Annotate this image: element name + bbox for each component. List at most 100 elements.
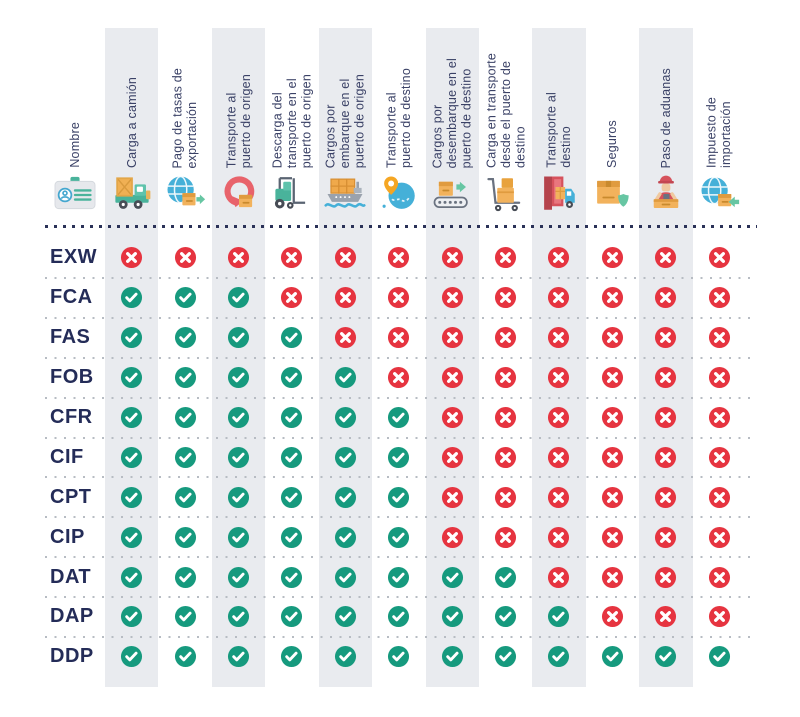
cross-icon [212, 246, 265, 269]
cross-icon [265, 286, 318, 309]
column-header-nombre: Nombre [45, 0, 105, 228]
column-label: Descarga del transporte en el puerto de … [270, 73, 314, 168]
cargo-ship-icon [324, 173, 366, 215]
cross-icon [319, 246, 372, 269]
cross-icon [692, 406, 745, 429]
row-label: CIF [50, 445, 84, 468]
cross-icon [586, 326, 639, 349]
cross-icon [692, 326, 745, 349]
circular-arrow-icon [218, 173, 260, 215]
check-icon [158, 605, 211, 628]
check-icon [212, 566, 265, 589]
row-label: DAT [50, 565, 92, 588]
check-icon [105, 326, 158, 349]
row-divider [45, 476, 757, 479]
cross-icon [532, 286, 585, 309]
cross-icon [639, 486, 692, 509]
check-icon [372, 645, 425, 668]
cross-icon [479, 326, 532, 349]
check-icon [479, 605, 532, 628]
column-label: Carga a camión [124, 76, 139, 168]
id-card-icon [51, 175, 99, 215]
cross-icon [639, 366, 692, 389]
cross-icon [692, 446, 745, 469]
column-label: Paso de aduanas [658, 67, 673, 168]
cross-icon [105, 246, 158, 269]
check-icon [212, 645, 265, 668]
table-row-dat: DAT [45, 557, 746, 597]
cross-icon [479, 406, 532, 429]
column-label: Transporte al puerto de destino [384, 67, 413, 168]
check-icon [212, 446, 265, 469]
row-label: CIP [50, 525, 85, 548]
row-label: EXW [50, 246, 98, 269]
check-icon [158, 406, 211, 429]
column-header-5: Cargos por embarque en el puerto de orig… [319, 0, 372, 228]
column-header-10: Seguros [586, 0, 639, 228]
table-row-cfr: CFR [45, 398, 746, 438]
check-icon [319, 645, 372, 668]
row-label: FCA [50, 286, 93, 309]
check-icon [105, 446, 158, 469]
cross-icon [372, 286, 425, 309]
check-icon [372, 446, 425, 469]
cross-icon [425, 406, 478, 429]
forklift-icon [271, 173, 313, 215]
table-row-ddp: DDP [45, 637, 746, 677]
check-icon [105, 486, 158, 509]
cross-icon [479, 526, 532, 549]
column-header-6: Transporte al puerto de destino [372, 0, 425, 228]
cross-icon [692, 486, 745, 509]
cross-icon [586, 286, 639, 309]
cross-icon [692, 566, 745, 589]
cross-icon [532, 486, 585, 509]
check-icon [586, 645, 639, 668]
row-label: CPT [50, 485, 92, 508]
row-divider [45, 556, 757, 559]
cross-icon [586, 526, 639, 549]
check-icon [265, 605, 318, 628]
check-icon [265, 645, 318, 668]
check-icon [105, 526, 158, 549]
check-icon [212, 406, 265, 429]
table-row-cpt: CPT [45, 477, 746, 517]
check-icon [265, 366, 318, 389]
check-icon [212, 486, 265, 509]
cross-icon [692, 605, 745, 628]
cross-icon [479, 446, 532, 469]
table-row-exw: EXW [45, 238, 746, 278]
check-icon [319, 366, 372, 389]
cross-icon [479, 286, 532, 309]
delivery-door-icon [538, 173, 580, 215]
row-divider [45, 276, 757, 279]
check-icon [319, 446, 372, 469]
cross-icon [425, 246, 478, 269]
check-icon [212, 286, 265, 309]
column-header-2: Pago de tasas de exportación [158, 0, 211, 228]
column-header-8: Carga en transporte desde el puerto de d… [479, 0, 532, 228]
check-icon [105, 366, 158, 389]
box-shield-icon [591, 173, 633, 215]
map-pin-icon [378, 173, 420, 215]
header-divider [45, 225, 757, 228]
check-icon [532, 605, 585, 628]
cross-icon [586, 605, 639, 628]
table-row-dap: DAP [45, 597, 746, 637]
check-icon [158, 566, 211, 589]
column-label: Carga en transporte desde el puerto de d… [483, 53, 527, 168]
row-label: FAS [50, 326, 91, 349]
check-icon [265, 326, 318, 349]
cross-icon [425, 526, 478, 549]
cross-icon [532, 406, 585, 429]
row-label: CFR [50, 406, 93, 428]
check-icon [158, 645, 211, 668]
check-icon [105, 406, 158, 429]
column-header-3: Transporte al puerto de origen [212, 0, 265, 228]
cross-icon [639, 326, 692, 349]
row-divider [45, 396, 757, 399]
check-icon [105, 645, 158, 668]
check-icon [105, 286, 158, 309]
check-icon [212, 326, 265, 349]
cross-icon [639, 566, 692, 589]
